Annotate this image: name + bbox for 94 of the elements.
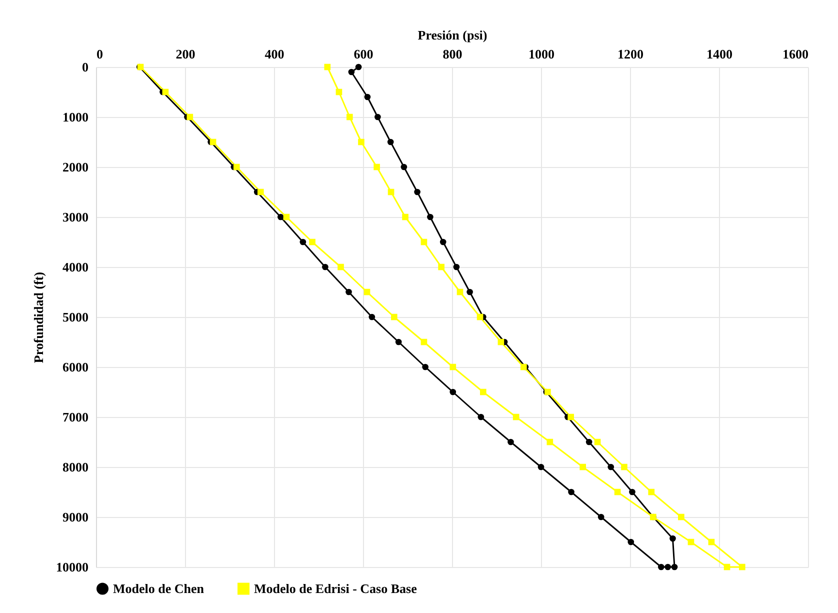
point: [283, 214, 290, 220]
point: [422, 364, 428, 370]
point: [546, 438, 554, 446]
x-tick-label: 1600: [782, 46, 808, 62]
point: [440, 238, 446, 246]
point: [512, 414, 520, 420]
y-tick-label: 6000: [62, 360, 88, 374]
point: [336, 88, 342, 96]
point: [300, 238, 306, 246]
point: [466, 288, 473, 296]
point: [420, 238, 428, 246]
point: [580, 464, 586, 470]
point: [400, 164, 408, 170]
point: [348, 68, 355, 76]
point: [395, 338, 402, 346]
point: [594, 438, 601, 446]
point: [568, 488, 574, 496]
x-tick-label: 0: [96, 46, 103, 62]
point: [671, 564, 678, 570]
x-tick-label: 200: [176, 46, 196, 62]
point: [648, 488, 655, 496]
point: [664, 564, 671, 570]
y-tick-label: 10000: [56, 560, 88, 574]
point: [346, 114, 353, 120]
point: [257, 188, 264, 196]
point: [670, 535, 676, 542]
point: [629, 488, 636, 496]
y-tick-label: 8000: [62, 460, 88, 474]
point: [498, 338, 504, 346]
point: [322, 264, 328, 270]
point: [390, 314, 398, 320]
point: [450, 388, 456, 396]
point: [427, 214, 434, 220]
point: [658, 564, 664, 570]
x-tick-label: 1000: [528, 46, 554, 62]
point: [628, 538, 634, 546]
point: [338, 264, 344, 270]
point: [309, 238, 316, 246]
point: [358, 138, 364, 146]
point: [233, 164, 240, 170]
point: [480, 388, 486, 396]
x-axis-title: Presión (psi): [418, 28, 488, 42]
x-tick-label: 400: [264, 46, 284, 62]
x-tick-label: 600: [354, 46, 374, 62]
y-tick-label: 7000: [62, 410, 88, 424]
point: [186, 114, 194, 120]
y-axis-title: Profundidad (ft): [31, 272, 46, 364]
point: [621, 464, 628, 470]
x-tick-label: 1400: [706, 46, 732, 62]
point: [608, 464, 614, 470]
x-tick-label: 1200: [618, 46, 644, 62]
point: [688, 538, 694, 546]
y-tick-label: 4000: [62, 260, 88, 274]
point: [678, 514, 684, 520]
point: [738, 564, 746, 570]
point: [324, 64, 331, 70]
y-tick-label: 2000: [62, 160, 88, 174]
point: [614, 488, 621, 496]
point: [364, 94, 371, 100]
point: [364, 288, 370, 296]
point: [387, 138, 394, 146]
y-tick-label: 0: [82, 60, 88, 74]
point: [402, 214, 408, 220]
y-tick-label: 5000: [62, 310, 88, 324]
y-tick-label: 1000: [62, 110, 88, 124]
point: [456, 288, 464, 296]
y-tick-label: 9000: [62, 510, 88, 524]
point: [568, 414, 574, 420]
point: [538, 464, 544, 470]
point: [708, 538, 715, 546]
point: [374, 114, 381, 120]
point: [450, 364, 456, 370]
point: [388, 188, 394, 196]
point: [598, 514, 604, 520]
x-tick-label: 800: [442, 46, 462, 62]
point: [508, 438, 514, 446]
point: [438, 264, 444, 270]
point: [476, 314, 484, 320]
point: [453, 264, 460, 270]
point: [478, 414, 484, 420]
point: [724, 564, 730, 570]
legend-label: Modelo de Chen: [113, 580, 205, 596]
point: [346, 288, 352, 296]
point: [162, 88, 169, 96]
point: [374, 164, 380, 170]
point: [586, 438, 592, 446]
point: [368, 314, 376, 320]
point: [278, 214, 284, 220]
point: [355, 64, 362, 70]
point: [414, 188, 420, 196]
point: [420, 338, 428, 346]
y-tick-label: 3000: [62, 210, 88, 224]
point: [210, 138, 216, 146]
legend-label: Modelo de Edrisi - Caso Base: [254, 580, 418, 596]
